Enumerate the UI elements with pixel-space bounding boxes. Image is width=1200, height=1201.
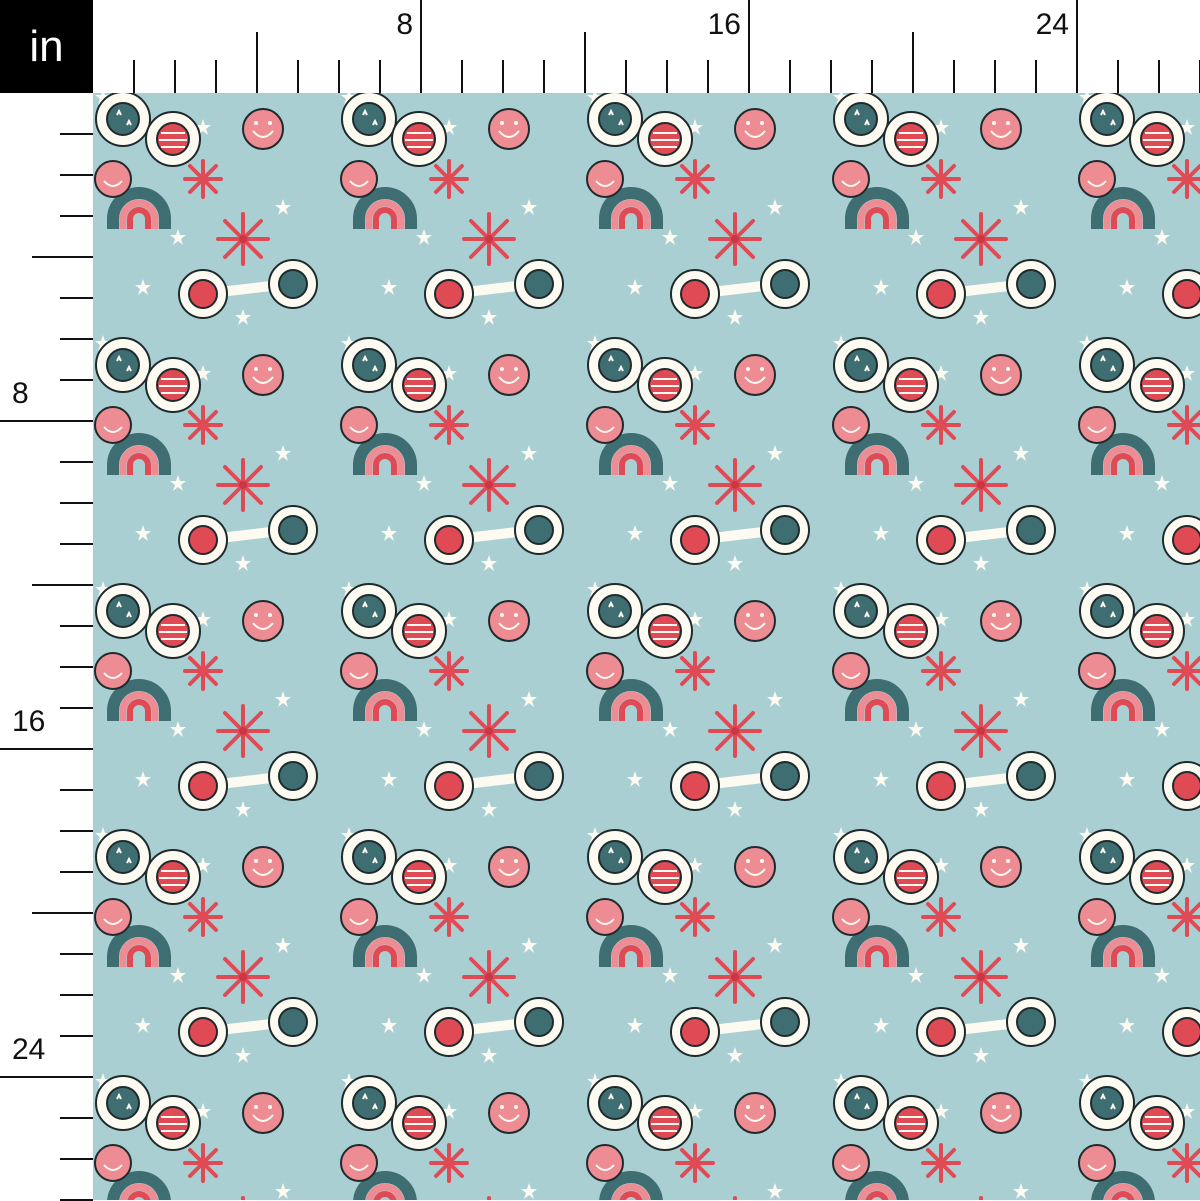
ruler-tick	[1117, 60, 1119, 93]
ruler-tick	[584, 32, 586, 93]
ruler-tick	[60, 1117, 93, 1119]
ruler-label: 16	[12, 705, 46, 738]
ruler-label: 16	[707, 8, 741, 41]
ruler-tick	[60, 994, 93, 996]
ruler-tick	[1035, 60, 1037, 93]
ruler-tick	[60, 1035, 93, 1037]
ruler-tick	[1076, 0, 1078, 93]
ruler-tick	[543, 60, 545, 93]
ruler-tick	[420, 0, 422, 93]
ruler-tick	[60, 297, 93, 299]
ruler-tick	[666, 60, 668, 93]
ruler-tick	[60, 215, 93, 217]
ruler-label: 8	[396, 8, 413, 41]
ruler-tick	[60, 133, 93, 135]
ruler-tick	[625, 60, 627, 93]
ruler-tick	[60, 1158, 93, 1160]
ruler-tick	[60, 543, 93, 545]
ruler-tick	[60, 707, 93, 709]
ruler-tick	[707, 60, 709, 93]
ruler-tick	[60, 789, 93, 791]
ruler-tick	[174, 60, 176, 93]
ruler-tick	[60, 379, 93, 381]
ruler-tick	[789, 60, 791, 93]
left-ruler: 8 16 24	[0, 93, 93, 1201]
ruler-label: 24	[12, 1033, 46, 1066]
ruler-tick	[60, 625, 93, 627]
ruler-tick	[32, 912, 93, 914]
ruler-tick	[215, 60, 217, 93]
ruler-tick	[32, 584, 93, 586]
ruler-tick	[32, 256, 93, 258]
ruler-tick	[60, 830, 93, 832]
ruler-tick	[994, 60, 996, 93]
ruler-tick	[0, 748, 93, 750]
ruler-tick	[60, 338, 93, 340]
ruler-tick	[1158, 60, 1160, 93]
ruler-tick	[871, 60, 873, 93]
ruler-tick	[256, 32, 258, 93]
ruler-tick	[60, 666, 93, 668]
ruler-tick	[502, 60, 504, 93]
ruler-tick	[133, 60, 135, 93]
ruler-tick	[60, 461, 93, 463]
ruler-tick	[0, 1076, 93, 1078]
ruler-label: 24	[1035, 8, 1069, 41]
ruler-tick	[461, 60, 463, 93]
ruler-tick	[379, 60, 381, 93]
unit-label: in	[0, 0, 93, 93]
fabric-pattern-preview	[93, 93, 1200, 1200]
ruler-tick	[912, 32, 914, 93]
ruler-tick	[60, 502, 93, 504]
ruler-tick	[830, 60, 832, 93]
ruler-label: 8	[12, 377, 29, 410]
ruler-tick	[297, 60, 299, 93]
ruler-tick	[748, 0, 750, 93]
ruler-tick	[60, 174, 93, 176]
pattern-fill	[93, 93, 1200, 1200]
ruler-tick	[953, 60, 955, 93]
ruler-tick	[0, 420, 93, 422]
ruler-tick	[60, 953, 93, 955]
unit-text: in	[29, 21, 64, 71]
ruler-tick	[338, 60, 340, 93]
top-ruler: 8 16 24	[93, 0, 1200, 93]
ruler-tick	[60, 871, 93, 873]
